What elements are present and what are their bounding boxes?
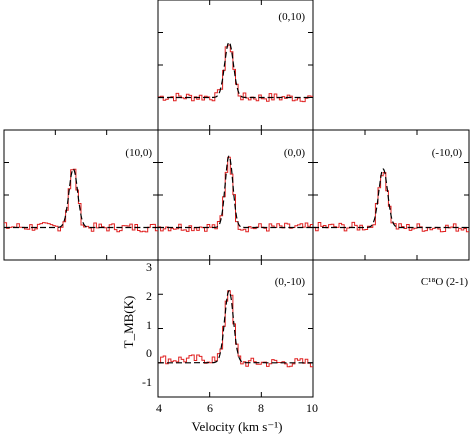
ticks-layer <box>3 0 470 398</box>
observed-spectrum <box>4 168 158 233</box>
y-tick-label: 0 <box>146 346 152 360</box>
panel-offset-label-10-0: (10,0) <box>125 147 152 159</box>
y-tick-label: 2 <box>146 289 152 303</box>
gaussian-fit-line <box>313 168 469 229</box>
gaussian-fit-line <box>158 41 313 99</box>
molecule-label: C¹⁸O (2-1) <box>421 276 468 288</box>
gaussian-fit-line <box>4 168 158 229</box>
x-tick-label: 8 <box>258 401 264 415</box>
y-tick-label: 3 <box>146 260 152 274</box>
panel-offset-label-0-neg10: (0,-10) <box>275 276 306 288</box>
y-tick-label: 1 <box>146 318 152 332</box>
observed-spectrum <box>158 44 313 103</box>
panel-frames <box>3 0 470 398</box>
observed-spectrum <box>313 172 469 233</box>
spectra-layer <box>4 41 469 368</box>
x-tick-label: 10 <box>306 401 318 415</box>
x-tick-label: 6 <box>207 401 213 415</box>
x-axis-label: Velocity (km s⁻¹) <box>192 419 283 434</box>
x-tick-label: 4 <box>156 401 162 415</box>
panel-offset-label-0-0: (0,0) <box>284 147 305 159</box>
panel-offset-label-0-10: (0,10) <box>278 11 305 23</box>
observed-spectrum <box>158 156 313 233</box>
panel-offset-label-neg10-0: (-10,0) <box>432 147 463 159</box>
y-axis-label: T_MB(K) <box>121 296 136 349</box>
y-tick-label: -1 <box>142 375 152 389</box>
observed-spectrum <box>158 290 313 368</box>
